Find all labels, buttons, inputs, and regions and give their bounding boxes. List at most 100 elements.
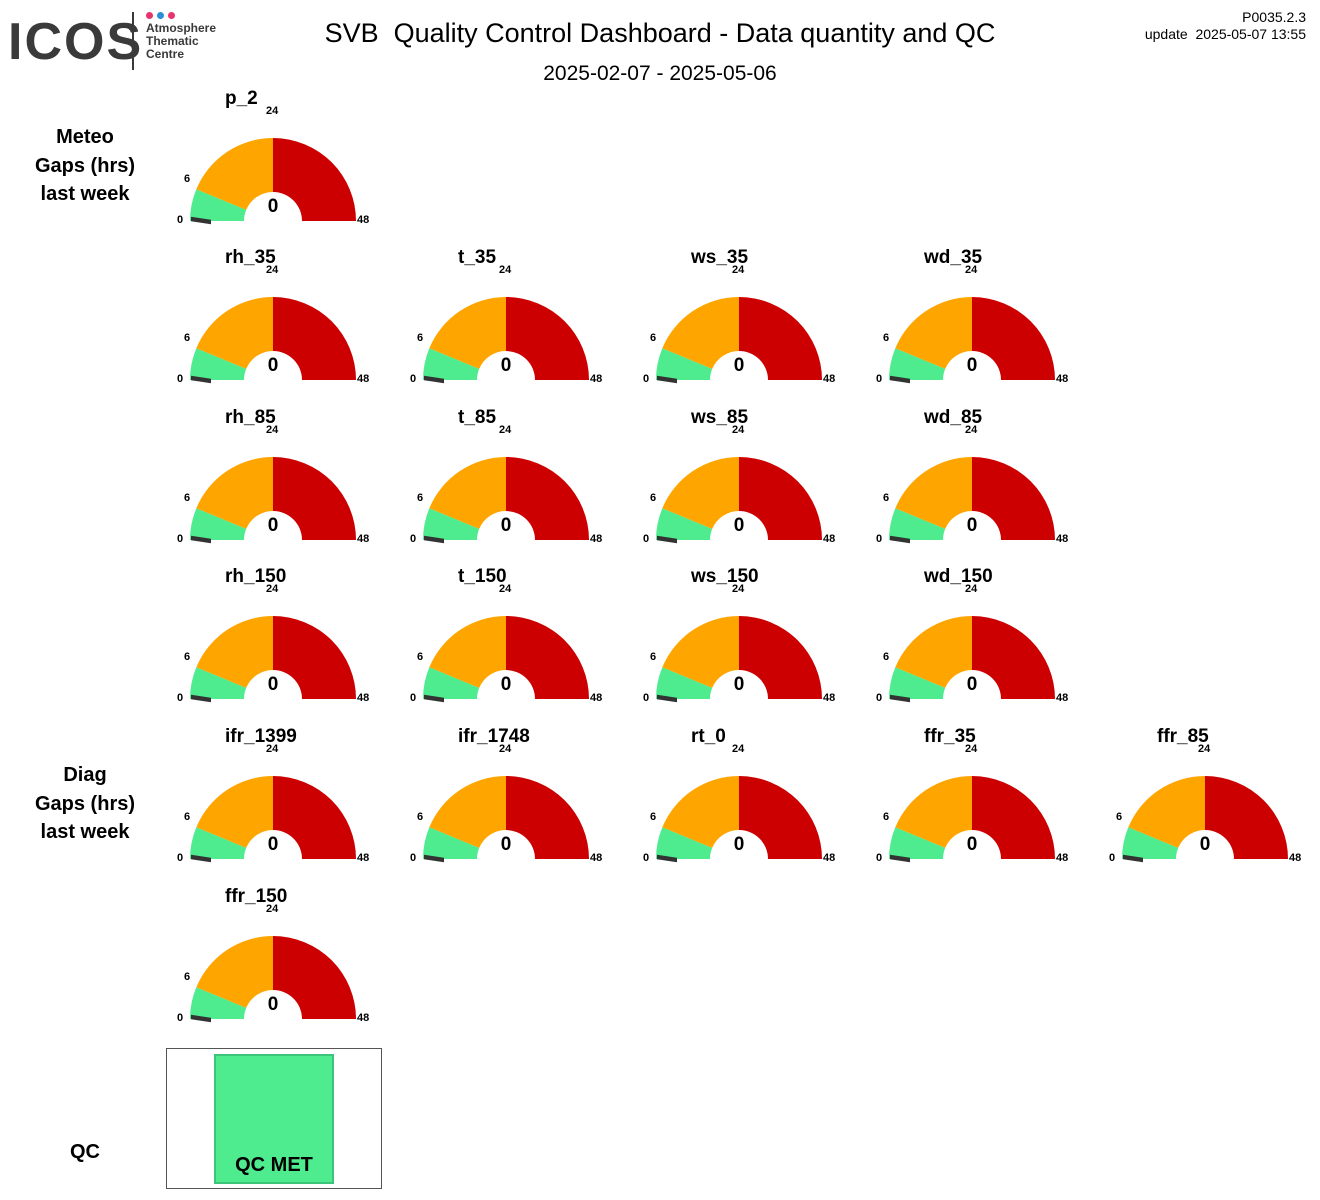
gauge-red-zone — [506, 776, 589, 859]
gauge-orange-zone — [196, 138, 273, 210]
gauge-needle — [657, 535, 677, 544]
gauge-tick-label: 24 — [1198, 743, 1211, 755]
gauge-dial — [656, 457, 822, 544]
gauge-tick-label: 48 — [1289, 852, 1302, 864]
gauge-tick-label: 0 — [1109, 852, 1116, 864]
gauge-value: 0 — [267, 834, 279, 855]
gauge-needle — [424, 535, 444, 544]
gauge-needle — [890, 694, 910, 703]
section-label-line: Diag — [63, 764, 107, 786]
gauge-needle — [191, 694, 211, 703]
gauge-tick-label: 6 — [417, 811, 424, 823]
gauge-green-zone — [190, 667, 247, 699]
gauge-value: 0 — [267, 355, 279, 376]
gauge-green-zone — [656, 667, 713, 699]
gauge-ws_150: ws_150 0 6 24 48 0 — [643, 566, 843, 716]
gauge-tick-label: 24 — [266, 264, 279, 276]
gauge-red-zone — [273, 138, 356, 221]
gauge-value: 0 — [966, 355, 978, 376]
gauge-dial — [423, 297, 589, 384]
gauge-value: 0 — [267, 515, 279, 536]
gauge-tick-label: 6 — [184, 811, 191, 823]
gauge-needle — [191, 1014, 211, 1023]
gauge-green-zone — [423, 667, 480, 699]
gauge-tick-label: 48 — [590, 692, 603, 704]
gauge-title: t_35 — [458, 247, 497, 268]
gauge-title: ffr_35 — [924, 726, 976, 747]
gauge-ws_85: ws_85 0 6 24 48 0 — [643, 407, 843, 557]
gauge-title: ffr_150 — [225, 886, 288, 907]
gauge-tick-label: 6 — [650, 492, 657, 504]
gauge-tick-label: 48 — [1056, 533, 1069, 545]
section-label-line: last week — [40, 183, 130, 205]
gauge-value: 0 — [733, 834, 745, 855]
gauge-tick-label: 6 — [650, 332, 657, 344]
gauge-wd_35: wd_35 0 6 24 48 0 — [876, 247, 1076, 397]
gauge-tick-label: 0 — [876, 373, 883, 385]
gauge-title: ws_35 — [691, 247, 749, 268]
gauge-red-zone — [739, 297, 822, 380]
gauge-tick-label: 0 — [410, 533, 417, 545]
section-label-line: Gaps (hrs) — [34, 154, 136, 177]
gauge-tick-label: 6 — [417, 651, 424, 663]
gauge-needle — [890, 854, 910, 863]
gauge-tick-label: 24 — [266, 903, 279, 915]
gauge-red-zone — [273, 457, 356, 540]
gauge-tick-label: 48 — [823, 533, 836, 545]
gauge-tick-label: 48 — [357, 852, 370, 864]
gauge-orange-zone — [662, 457, 739, 529]
gauge-orange-zone — [1128, 776, 1205, 848]
gauge-value: 0 — [267, 994, 279, 1015]
gauge-tick-label: 6 — [184, 971, 191, 983]
gauge-title: wd_35 — [924, 247, 983, 268]
gauge-orange-zone — [429, 776, 506, 848]
gauge-red-zone — [972, 297, 1055, 380]
gauge-tick-label: 24 — [266, 583, 279, 595]
gauge-dial — [190, 457, 356, 544]
gauge-red-zone — [506, 457, 589, 540]
gauge-ws_35: ws_35 0 6 24 48 0 — [643, 247, 843, 397]
qc-panel: QC MET — [166, 1048, 382, 1189]
gauge-green-zone — [889, 348, 946, 380]
gauge-tick-label: 48 — [357, 214, 370, 226]
gauge-title: wd_85 — [924, 407, 983, 428]
gauge-tick-label: 48 — [357, 692, 370, 704]
gauge-needle — [424, 694, 444, 703]
gauge-green-zone — [656, 508, 713, 540]
gauge-tick-label: 24 — [499, 583, 512, 595]
gauge-wd_85: wd_85 0 6 24 48 0 — [876, 407, 1076, 557]
gauge-orange-zone — [196, 776, 273, 848]
gauge-dial — [656, 776, 822, 863]
gauge-p_2: p_2 0 6 24 48 0 — [177, 88, 377, 238]
gauge-rh_35: rh_35 0 6 24 48 0 — [177, 247, 377, 397]
gauge-needle — [1123, 854, 1143, 863]
gauge-tick-label: 6 — [184, 173, 191, 185]
gauge-red-zone — [273, 936, 356, 1019]
gauge-tick-label: 0 — [876, 852, 883, 864]
gauge-tick-label: 24 — [499, 424, 512, 436]
gauge-green-zone — [190, 508, 247, 540]
gauge-green-zone — [889, 667, 946, 699]
date-range: 2025-02-07 - 2025-05-06 — [543, 62, 777, 85]
section-label-line: Meteo — [56, 126, 114, 148]
gauge-t_150: t_150 0 6 24 48 0 — [410, 566, 610, 716]
gauge-tick-label: 6 — [883, 811, 890, 823]
gauge-tick-label: 48 — [590, 533, 603, 545]
gauge-orange-zone — [895, 297, 972, 369]
logo-subtitle-line: Centre — [146, 47, 185, 61]
gauge-tick-label: 24 — [499, 264, 512, 276]
gauge-wd_150: wd_150 0 6 24 48 0 — [876, 566, 1076, 716]
gauge-tick-label: 0 — [410, 692, 417, 704]
page-title: SVB Quality Control Dashboard - Data qua… — [324, 18, 996, 48]
gauge-tick-label: 0 — [410, 852, 417, 864]
gauge-dial — [889, 297, 1055, 384]
gauge-red-zone — [506, 616, 589, 699]
gauge-tick-label: 0 — [643, 692, 650, 704]
gauge-tick-label: 24 — [732, 264, 745, 276]
gauge-tick-label: 6 — [417, 332, 424, 344]
gauge-needle — [191, 375, 211, 384]
logo-subtitle-line: Atmosphere — [146, 21, 217, 35]
gauge-tick-label: 6 — [883, 332, 890, 344]
gauge-tick-label: 6 — [650, 811, 657, 823]
logo-dot — [157, 12, 164, 19]
